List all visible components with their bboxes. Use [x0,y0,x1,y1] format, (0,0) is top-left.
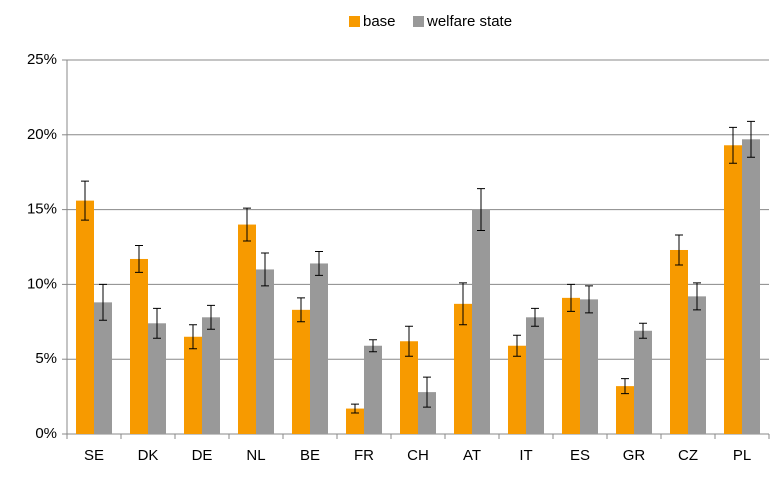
bar [472,209,490,434]
bar [634,330,652,434]
bar [130,258,148,434]
error-bar [639,322,647,339]
bar [364,345,382,434]
bar [148,323,166,434]
y-tick-label: 5% [35,350,57,367]
x-tick-label: IT [519,447,532,464]
x-tick-label: BE [300,447,320,464]
error-bar [261,252,269,287]
error-bar [729,126,737,164]
legend-label: base [363,13,396,30]
error-bar [297,297,305,323]
error-bar [243,207,251,242]
legend-label: welfare state [426,13,512,30]
bar [742,139,760,434]
error-bar [135,245,143,273]
error-bar [369,339,377,353]
x-tick-label: DK [138,447,159,464]
x-tick-label: GR [623,447,646,464]
bar [418,392,436,434]
error-bar [567,283,575,312]
x-tick-label: ES [570,447,590,464]
x-tick-label: DE [192,447,213,464]
x-tick-label: CZ [678,447,698,464]
error-bar [423,376,431,408]
bar [562,297,580,434]
bar [238,224,256,434]
error-bar [513,334,521,357]
bar [526,317,544,434]
error-bar [351,403,359,414]
x-tick-label: FR [354,447,374,464]
error-bar [693,282,701,311]
bar [454,303,472,434]
x-tick-label: PL [733,447,751,464]
bar [202,317,220,434]
bar [310,263,328,434]
x-tick-label: AT [463,447,481,464]
error-bar [207,304,215,330]
bar [670,249,688,434]
y-tick-label: 15% [27,201,57,218]
bar [292,309,310,434]
error-bar [405,325,413,357]
bar [688,296,706,434]
error-bar [81,180,89,221]
bar [580,299,598,434]
error-bar [747,120,755,158]
bar [508,345,526,434]
error-bar [621,378,629,395]
x-tick-label: CH [407,447,429,464]
x-tick-label: NL [246,447,265,464]
x-tick-label: SE [84,447,104,464]
bar [76,200,94,434]
error-bar [585,285,593,314]
error-bar [675,234,683,266]
bar [94,302,112,434]
y-tick-label: 25% [27,51,57,68]
error-bar [99,283,107,321]
error-bar [189,324,197,350]
legend-swatch [349,16,360,27]
y-tick-label: 10% [27,275,57,292]
y-tick-label: 0% [35,425,57,442]
error-bar [531,307,539,327]
bar [256,269,274,434]
error-bar [315,250,323,276]
bar [400,341,418,434]
y-tick-label: 20% [27,126,57,143]
bar [616,386,634,434]
error-bar [153,307,161,339]
bar [184,336,202,434]
bar [724,145,742,434]
legend-swatch [413,16,424,27]
error-bar [477,188,485,232]
error-bar [459,282,467,326]
bar [346,408,364,434]
